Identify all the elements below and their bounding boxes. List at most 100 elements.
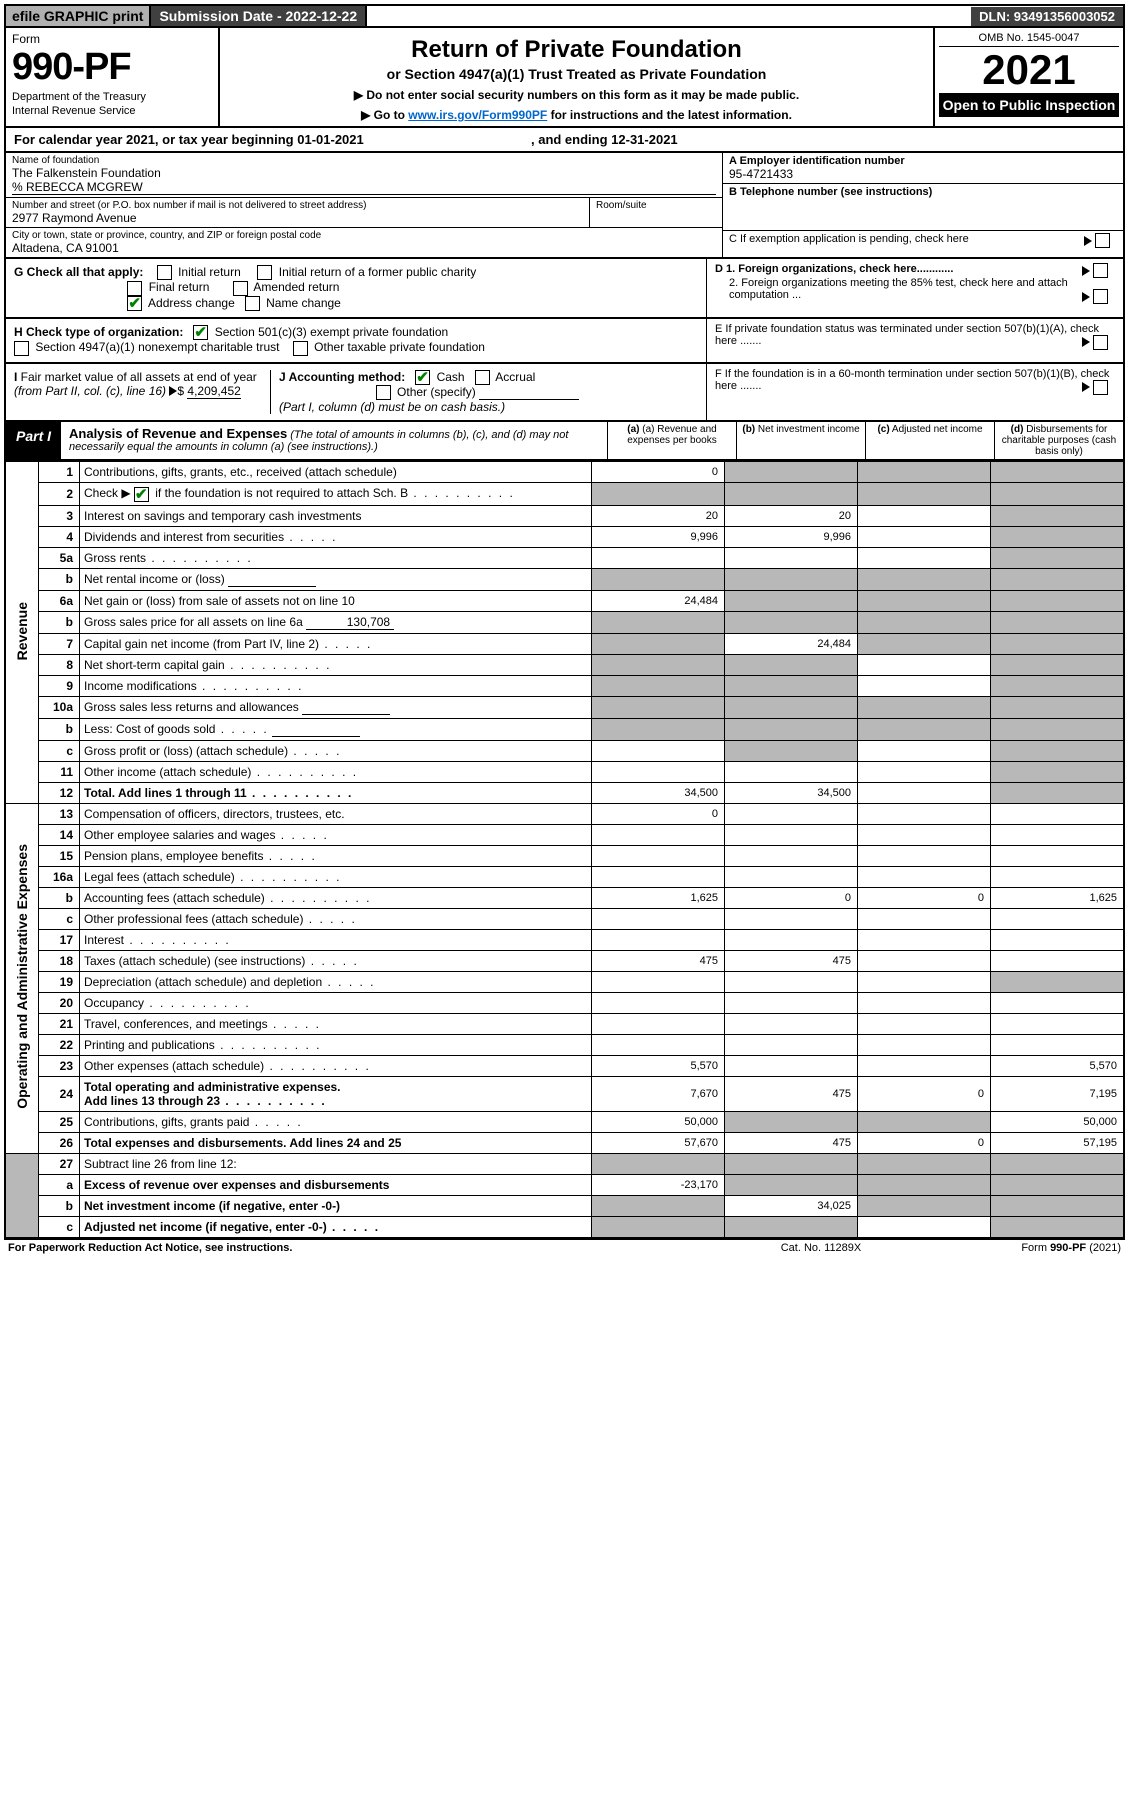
paperwork-notice: For Paperwork Reduction Act Notice, see … — [8, 1242, 721, 1254]
line22-desc: Printing and publications — [80, 1034, 592, 1055]
city-state-zip: Altadena, CA 91001 — [12, 241, 716, 255]
calendar-year-row: For calendar year 2021, or tax year begi… — [4, 128, 1125, 153]
arrow-icon — [1082, 382, 1090, 392]
line12-a: 34,500 — [592, 782, 725, 803]
amended-return-checkbox[interactable] — [233, 281, 248, 296]
line3-b: 20 — [725, 505, 858, 526]
line18-a: 475 — [592, 950, 725, 971]
line16b-c: 0 — [858, 887, 991, 908]
line14-desc: Other employee salaries and wages — [80, 824, 592, 845]
line18-desc: Taxes (attach schedule) (see instruction… — [80, 950, 592, 971]
col-a-header: (a) (a) Revenue and expenses per books — [607, 422, 736, 459]
line16c-desc: Other professional fees (attach schedule… — [80, 908, 592, 929]
line18-b: 475 — [725, 950, 858, 971]
other-method-checkbox[interactable] — [376, 385, 391, 400]
fmv-value: 4,209,452 — [187, 384, 240, 399]
501c3-checkbox[interactable] — [193, 325, 208, 340]
exemption-pending-checkbox[interactable] — [1095, 233, 1110, 248]
line26-desc: Total expenses and disbursements. Add li… — [80, 1132, 592, 1153]
line27a-a: -23,170 — [592, 1174, 725, 1195]
line15-desc: Pension plans, employee benefits — [80, 845, 592, 866]
line25-desc: Contributions, gifts, grants paid — [80, 1111, 592, 1132]
line26-d: 57,195 — [991, 1132, 1125, 1153]
line17-desc: Interest — [80, 929, 592, 950]
form-ref: Form 990-PF (2021) — [921, 1242, 1121, 1254]
room-suite-label: Room/suite — [590, 198, 722, 227]
goto-note: ▶ Go to www.irs.gov/Form990PF for instru… — [230, 108, 923, 122]
page-footer: For Paperwork Reduction Act Notice, see … — [4, 1239, 1125, 1256]
line8-desc: Net short-term capital gain — [80, 654, 592, 675]
street-address: 2977 Raymond Avenue — [12, 211, 583, 225]
address-change-checkbox[interactable] — [127, 296, 142, 311]
line23-d: 5,570 — [991, 1055, 1125, 1076]
form-number: 990-PF — [12, 46, 212, 89]
line6b-desc: Gross sales price for all assets on line… — [80, 611, 592, 633]
line24-desc: Total operating and administrative expen… — [80, 1076, 592, 1111]
line1-a: 0 — [592, 462, 725, 483]
city-label: City or town, state or province, country… — [12, 230, 716, 241]
form990pf-link[interactable]: www.irs.gov/Form990PF — [408, 108, 547, 122]
line12-b: 34,500 — [725, 782, 858, 803]
arrow-icon — [1082, 292, 1090, 302]
line7-desc: Capital gain net income (from Part IV, l… — [80, 633, 592, 654]
ein-label: A Employer identification number — [729, 155, 1117, 167]
e-label: E If private foundation status was termi… — [715, 323, 1099, 347]
line10b-desc: Less: Cost of goods sold — [80, 718, 592, 740]
foreign-org-checkbox[interactable] — [1093, 263, 1108, 278]
line23-desc: Other expenses (attach schedule) — [80, 1055, 592, 1076]
h-label: H Check type of organization: — [14, 325, 183, 339]
initial-return-checkbox[interactable] — [157, 265, 172, 280]
d1-label: D 1. Foreign organizations, check here..… — [715, 263, 953, 275]
line27b-desc: Net investment income (if negative, ente… — [80, 1195, 592, 1216]
revenue-section-label: Revenue — [5, 462, 39, 803]
cash-checkbox[interactable] — [415, 370, 430, 385]
name-change-checkbox[interactable] — [245, 296, 260, 311]
street-label: Number and street (or P.O. box number if… — [12, 200, 583, 211]
d2-label: 2. Foreign organizations meeting the 85%… — [729, 277, 1068, 301]
line27-desc: Subtract line 26 from line 12: — [80, 1153, 592, 1174]
efile-print-label[interactable]: efile GRAPHIC print — [6, 6, 151, 26]
line5a-desc: Gross rents — [80, 547, 592, 568]
foundation-name: The Falkenstein Foundation — [12, 166, 716, 180]
dept-treasury: Department of the Treasury — [12, 91, 212, 103]
foundation-name-label: Name of foundation — [12, 155, 716, 166]
dln-label: DLN: 93491356003052 — [971, 7, 1123, 26]
omb-number: OMB No. 1545-0047 — [939, 30, 1119, 47]
line5b-desc: Net rental income or (loss) — [80, 568, 592, 590]
schb-checkbox[interactable] — [134, 487, 149, 502]
line12-desc: Total. Add lines 1 through 11 — [80, 782, 592, 803]
line24-d: 7,195 — [991, 1076, 1125, 1111]
telephone-label: B Telephone number (see instructions) — [729, 186, 1117, 198]
line24-a: 7,670 — [592, 1076, 725, 1111]
arrow-icon — [169, 386, 177, 396]
other-taxable-checkbox[interactable] — [293, 341, 308, 356]
status-terminated-checkbox[interactable] — [1093, 335, 1108, 350]
line16b-b: 0 — [725, 887, 858, 908]
4947a1-checkbox[interactable] — [14, 341, 29, 356]
line26-b: 475 — [725, 1132, 858, 1153]
expenses-section-label: Operating and Administrative Expenses — [5, 803, 39, 1153]
initial-former-checkbox[interactable] — [257, 265, 272, 280]
line4-a: 9,996 — [592, 526, 725, 547]
form-subtitle: or Section 4947(a)(1) Trust Treated as P… — [230, 66, 923, 82]
line21-desc: Travel, conferences, and meetings — [80, 1013, 592, 1034]
arrow-icon — [1082, 266, 1090, 276]
foreign-85-checkbox[interactable] — [1093, 289, 1108, 304]
line7-b: 24,484 — [725, 633, 858, 654]
line26-a: 57,670 — [592, 1132, 725, 1153]
g-label: G Check all that apply: — [14, 265, 143, 279]
open-public-badge: Open to Public Inspection — [939, 93, 1119, 117]
line13-a: 0 — [592, 803, 725, 824]
part1-label: Part I — [6, 422, 61, 459]
line3-a: 20 — [592, 505, 725, 526]
line25-a: 50,000 — [592, 1111, 725, 1132]
line16a-desc: Legal fees (attach schedule) — [80, 866, 592, 887]
line19-desc: Depreciation (attach schedule) and deple… — [80, 971, 592, 992]
60month-checkbox[interactable] — [1093, 380, 1108, 395]
line10c-desc: Gross profit or (loss) (attach schedule) — [80, 740, 592, 761]
col-d-header: (d) Disbursements for charitable purpose… — [994, 422, 1123, 459]
accrual-checkbox[interactable] — [475, 370, 490, 385]
line6a-desc: Net gain or (loss) from sale of assets n… — [80, 590, 592, 611]
line25-d: 50,000 — [991, 1111, 1125, 1132]
col-b-header: (b) Net investment income — [736, 422, 865, 459]
